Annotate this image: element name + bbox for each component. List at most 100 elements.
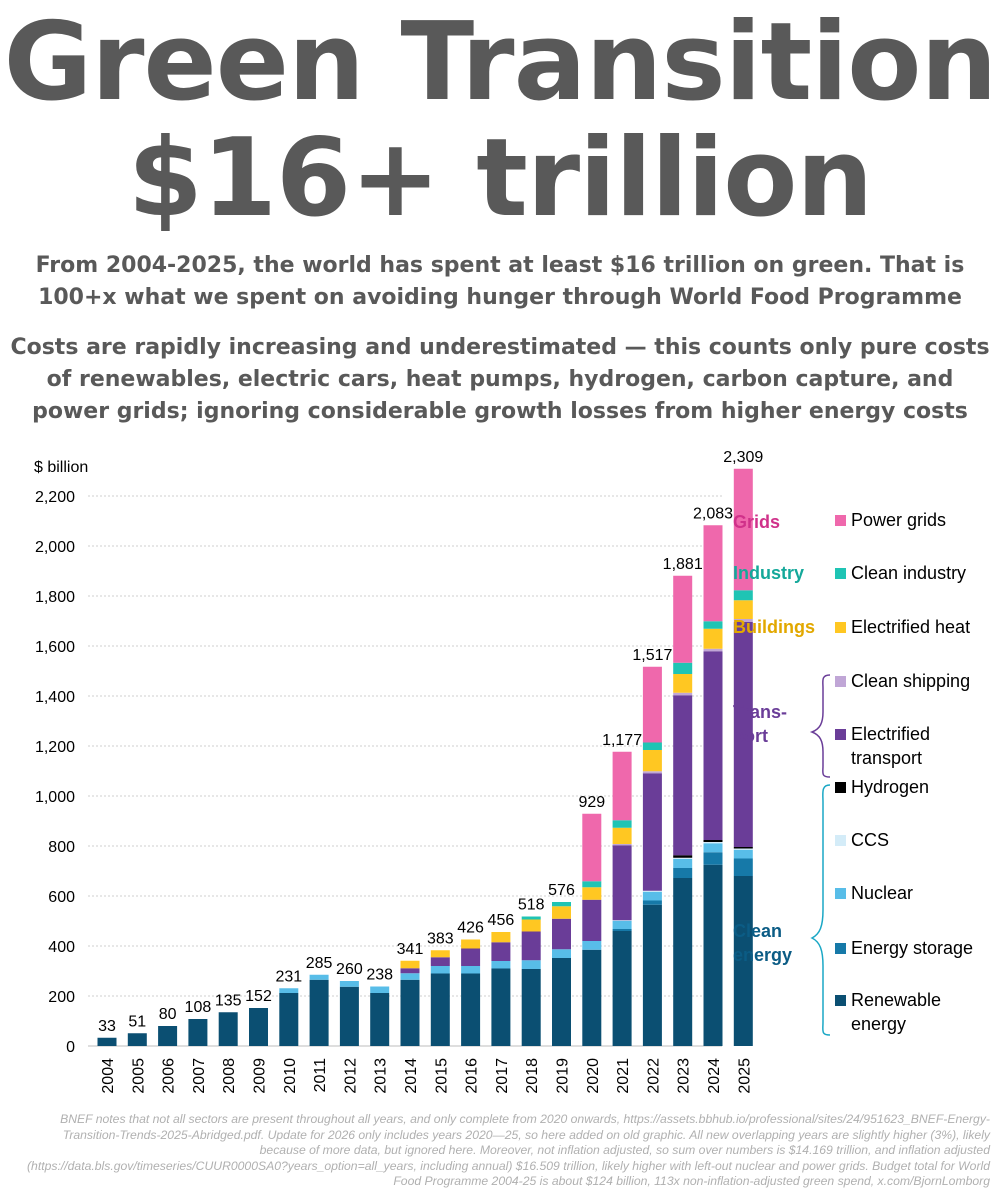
x-tick-label: 2009 [252,1058,269,1094]
total-label: 1,517 [632,647,672,664]
bar-segment [733,876,753,1046]
total-label: 576 [548,882,575,899]
transport-brace [809,674,831,778]
y-tick-label: 800 [48,839,75,856]
bar-segment [642,890,662,892]
bar-segment [430,950,450,958]
bar-segment [521,919,541,932]
total-label: 231 [275,968,302,985]
subtitle-1: From 2004-2025, the world has spent at l… [35,253,965,310]
bar-segment [491,968,511,1046]
legend-swatch [835,835,846,846]
bar-segment [612,827,632,844]
total-label: 80 [159,1006,177,1023]
stacked-bar-chart: $ billion 0 200 400 600 800 1,000 1,200 1,400 1,… [34,449,973,1094]
bar-segment [642,742,662,750]
x-tick-label: 2025 [736,1058,753,1094]
legend-item-label: Energy storage [851,938,973,958]
y-tick-label: 1,400 [35,689,75,706]
x-tick-label: 2016 [464,1058,481,1094]
total-label: 238 [366,967,393,984]
bar-segment [400,960,420,969]
total-label: 426 [457,920,484,937]
legend-group-label: Trans-port [733,702,787,746]
bar-segment [188,1019,208,1046]
bar-segment [582,941,602,950]
bar-segment [521,916,541,920]
x-tick-label: 2012 [342,1058,359,1094]
x-tick-label: 2010 [282,1058,299,1094]
bar-segment [642,900,662,905]
x-tick-label: 2004 [100,1058,117,1094]
bar-segment [400,973,420,980]
bar-segment [673,692,693,696]
title-line-1: Green Transition [3,0,998,125]
legend-swatch [835,622,846,633]
y-tick-label: 0 [66,1039,75,1056]
x-tick-label: 2021 [615,1058,632,1094]
bar-segment [370,986,390,993]
subtitle-2: Costs are rapidly increasing and underes… [10,335,990,424]
bar-segment [703,843,723,853]
x-tick-label: 2018 [524,1058,541,1094]
bar-segment [127,1033,147,1046]
y-tick-label: 2,200 [35,489,75,506]
bar-segment [218,1012,238,1046]
x-tick-label: 2022 [645,1058,662,1094]
legend-item-label: Nuclear [851,883,913,903]
bar-segment [461,973,481,1046]
bar-segment [582,887,602,900]
bar-segment [642,750,662,772]
bar-segment [642,773,662,891]
bar-segment [673,662,693,674]
x-tick-label: 2007 [191,1058,208,1094]
bar-segment [521,960,541,969]
bar-segment [552,949,571,958]
bar-segment [703,621,723,629]
bar-segment [612,920,632,929]
legend-swatch [835,676,846,687]
bar-segment [703,840,723,842]
bar-segment [703,628,723,649]
clean-energy-brace [810,784,831,1036]
bar-segment [703,651,723,840]
bar-segment [521,931,541,961]
bar-segment [309,979,329,1046]
bar-segment [673,575,693,663]
legend-swatch [835,568,846,579]
bar-segment [612,920,632,921]
legend-swatch [835,943,846,954]
bar-segment [461,948,481,966]
bar-segment [733,590,753,601]
bar-segment [642,904,662,1046]
bar-segment [552,958,571,1046]
bar-segment [339,986,359,1046]
bar-segment [491,932,511,943]
bar-segment [400,968,420,974]
bar-segment [491,961,511,969]
bars [97,468,753,1046]
bar-segment [521,969,541,1046]
y-axis-ticks: 0 200 400 600 800 1,000 1,200 1,400 1,600 1,800 2,… [35,489,75,1056]
bar-segment [703,842,723,844]
bar-segment [158,1026,178,1046]
total-label: 341 [397,941,424,958]
total-label: 456 [488,912,515,929]
legend-group-label: Buildings [733,617,815,637]
total-label: 285 [306,955,333,972]
bar-segment [673,855,693,858]
bar-segment [703,648,723,652]
bar-segment [582,949,602,1046]
bar-segment [309,974,329,980]
bar-segment [733,847,753,849]
legend-group-label: Industry [733,563,804,583]
legend-item-label: Clean shipping [851,671,970,691]
bar-segment [400,979,420,1046]
bar-segment [430,973,450,1046]
total-label: 2,083 [693,505,733,522]
bar-segment [461,939,481,949]
bar-segment [733,600,753,619]
bar-segment [370,993,390,1046]
y-tick-label: 200 [48,989,75,1006]
